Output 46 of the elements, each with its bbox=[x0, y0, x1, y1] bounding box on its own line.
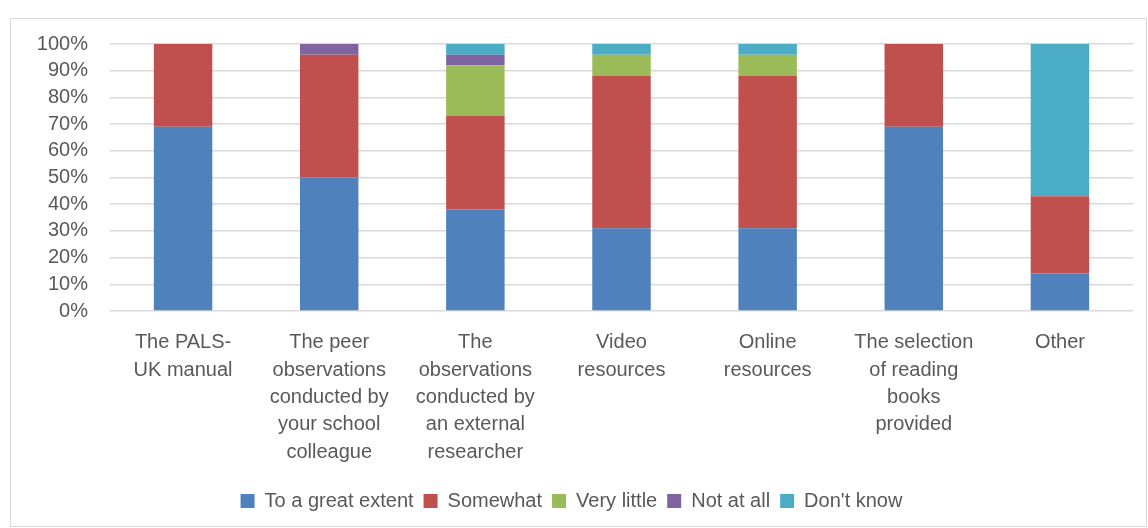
y-tick-label: 60% bbox=[47, 138, 89, 161]
bar bbox=[592, 228, 651, 311]
legend-label: Somewhat bbox=[447, 488, 543, 511]
bar bbox=[446, 54, 505, 66]
bar bbox=[299, 177, 359, 311]
bar bbox=[884, 44, 944, 127]
bar bbox=[446, 65, 505, 117]
bar bbox=[738, 76, 797, 229]
y-tick-label: 100% bbox=[36, 31, 89, 54]
y-tick-label: 0% bbox=[59, 298, 89, 321]
x-tick-label: The peer observations conducted by your school colleague bbox=[269, 330, 389, 462]
bar bbox=[153, 126, 213, 311]
y-tick-label: 40% bbox=[47, 191, 89, 214]
x-tick-label: Video resources bbox=[577, 330, 666, 380]
y-tick-label: 10% bbox=[47, 271, 89, 294]
x-tick-label: The PALS-UK manual bbox=[133, 330, 233, 380]
bar bbox=[592, 76, 651, 229]
y-tick-label: 50% bbox=[47, 165, 89, 188]
bar bbox=[592, 54, 651, 77]
y-tick-label: 20% bbox=[47, 245, 89, 268]
x-tick-label: Other bbox=[1034, 330, 1086, 353]
bar bbox=[884, 126, 944, 311]
bar bbox=[1030, 273, 1090, 311]
bar bbox=[738, 44, 797, 55]
bar bbox=[446, 44, 505, 55]
legend-label: Not at all bbox=[691, 488, 771, 511]
x-tick-label: The observations conducted by an external researcher bbox=[415, 330, 535, 462]
bar bbox=[1030, 196, 1090, 274]
bar bbox=[1030, 44, 1090, 197]
bar bbox=[153, 44, 213, 127]
y-tick-label: 80% bbox=[47, 84, 89, 107]
legend-label: To a great extent bbox=[264, 488, 414, 511]
y-tick-label: 90% bbox=[47, 58, 89, 81]
y-tick-label: 70% bbox=[47, 111, 89, 134]
bar bbox=[299, 54, 359, 178]
bar bbox=[446, 209, 505, 311]
legend-label: Don't know bbox=[804, 488, 903, 511]
bar bbox=[592, 44, 651, 55]
bar bbox=[446, 116, 505, 210]
legend-label: Very little bbox=[576, 488, 658, 511]
bar bbox=[738, 54, 797, 77]
bar bbox=[738, 228, 797, 311]
y-tick-label: 30% bbox=[47, 218, 89, 241]
x-tick-label: The selection of reading books provided bbox=[854, 330, 974, 435]
x-tick-label: Online resources bbox=[723, 330, 812, 380]
bar bbox=[299, 44, 359, 55]
